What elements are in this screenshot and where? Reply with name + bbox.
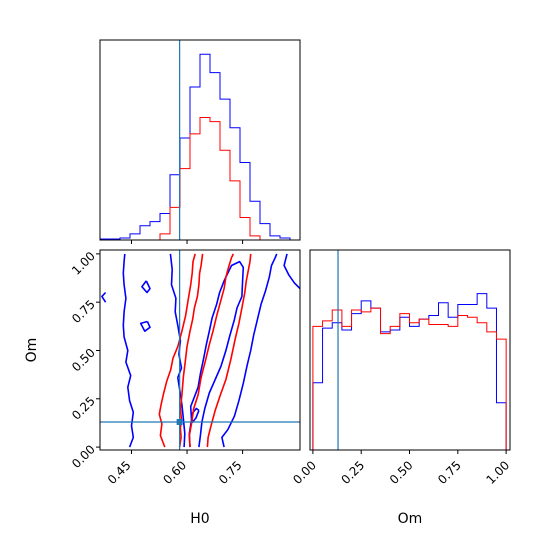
panel-om-marginal: 0.00 0.25 0.50 0.75 1.00 — [290, 249, 512, 487]
contour-line-s0-2 — [188, 260, 245, 448]
contour-line-s0-1 — [169, 253, 186, 448]
x-tick-label-om: 0.50 — [387, 458, 416, 487]
histogram-series-1 — [100, 117, 300, 241]
panel-h0-om-contour: 0.45 0.60 0.75 0.00 0.25 0.50 0.75 1.00 — [69, 249, 301, 487]
x-axis-label-om: Om — [398, 511, 423, 527]
contour-line-s0-7 — [141, 280, 151, 294]
x-tick-label-om: 0.00 — [290, 458, 319, 487]
contour-line-s0-5 — [283, 253, 301, 290]
x-tick-label-om: 0.75 — [435, 458, 464, 487]
x-tick-label-om: 1.00 — [483, 458, 512, 487]
histogram-series-1 — [312, 307, 507, 450]
contour-line-s1-3 — [206, 253, 252, 448]
y-axis-label-om: Om — [24, 338, 40, 363]
contour-line-s0-8 — [139, 320, 151, 332]
panel-frame — [309, 249, 511, 451]
panel-frame — [99, 39, 301, 241]
y-tick-label-om: 0.25 — [69, 394, 98, 423]
contour-line-s0-0 — [122, 253, 135, 448]
y-tick-label-om: 0.50 — [69, 346, 98, 375]
x-tick-label-h0: 0.45 — [105, 458, 134, 487]
panel-h0-marginal — [99, 39, 301, 244]
x-tick-label-h0: 0.75 — [216, 458, 245, 487]
x-axis-label-h0: H0 — [190, 511, 209, 527]
y-tick-label-om: 1.00 — [69, 249, 98, 278]
truth-marker — [176, 418, 183, 425]
x-tick-label-om: 0.25 — [339, 458, 368, 487]
contour-line-s1-0 — [158, 253, 196, 448]
y-tick-label-om: 0.75 — [69, 297, 98, 326]
y-tick-label-om: 0.00 — [69, 442, 98, 471]
panel-frame — [99, 249, 301, 451]
contour-line-s1-2 — [188, 253, 235, 448]
contour-line-s0-4 — [221, 253, 278, 448]
contour-line-s0-6 — [101, 291, 107, 303]
histogram-series-0 — [99, 53, 300, 241]
x-tick-label-h0: 0.60 — [160, 458, 189, 487]
